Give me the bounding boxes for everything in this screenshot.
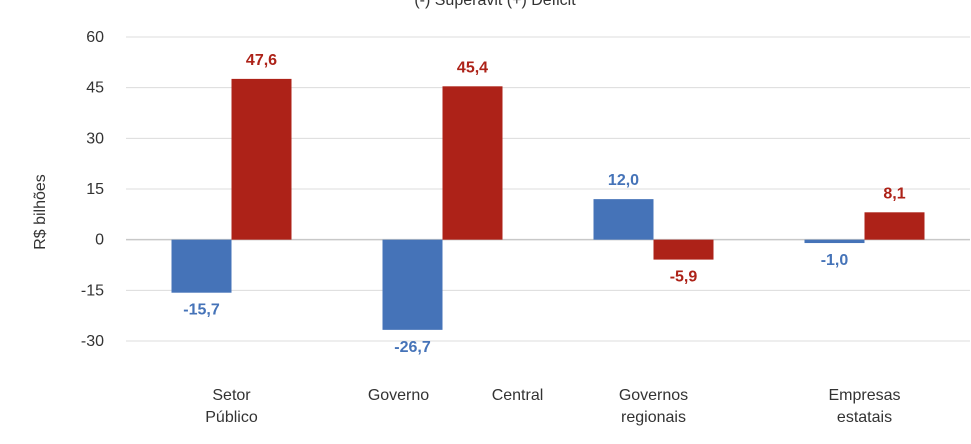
data-label: -26,7 [394, 339, 431, 356]
chart-title: (-) Superávit (+) Déficit [414, 0, 576, 9]
data-label: -1,0 [821, 252, 849, 269]
x-axis-categories: Setor Público Governo Central Governos region… [205, 387, 900, 426]
category-label: Governo [368, 387, 429, 404]
category-label: Setor [212, 387, 251, 404]
data-label: 12,0 [608, 172, 639, 189]
y-tick-label: -15 [81, 282, 104, 299]
y-axis-ticks: 60 45 30 15 0 -15 -30 [81, 29, 104, 350]
bar [653, 239, 714, 260]
y-tick-label: 15 [86, 181, 104, 198]
bar [231, 78, 292, 240]
data-label: 45,4 [457, 59, 488, 76]
bar [171, 239, 232, 293]
data-labels: -15,7 47,6 -26,7 45,4 12,0 -5,9 -1,0 8,1 [183, 52, 905, 356]
bar [593, 199, 654, 240]
category-label: Central [492, 387, 544, 404]
y-tick-label: -30 [81, 333, 104, 350]
y-tick-label: 45 [86, 80, 104, 97]
bar [382, 239, 443, 330]
category-label: Empresas [828, 387, 900, 404]
bar [864, 212, 925, 240]
data-label: -5,9 [670, 269, 698, 286]
y-tick-label: 30 [86, 130, 104, 147]
category-label: estatais [837, 409, 892, 426]
category-label: regionais [621, 409, 686, 426]
y-tick-label: 60 [86, 29, 104, 46]
bar [442, 86, 503, 240]
y-axis-label: R$ bilhões [32, 174, 49, 250]
data-label: 47,6 [246, 52, 277, 69]
data-label: -15,7 [183, 302, 220, 319]
bars [171, 78, 925, 330]
category-label: Governos [619, 387, 688, 404]
bar [804, 239, 865, 244]
data-label: 8,1 [883, 185, 905, 202]
y-tick-label: 0 [95, 232, 104, 249]
category-label: Público [205, 409, 258, 426]
